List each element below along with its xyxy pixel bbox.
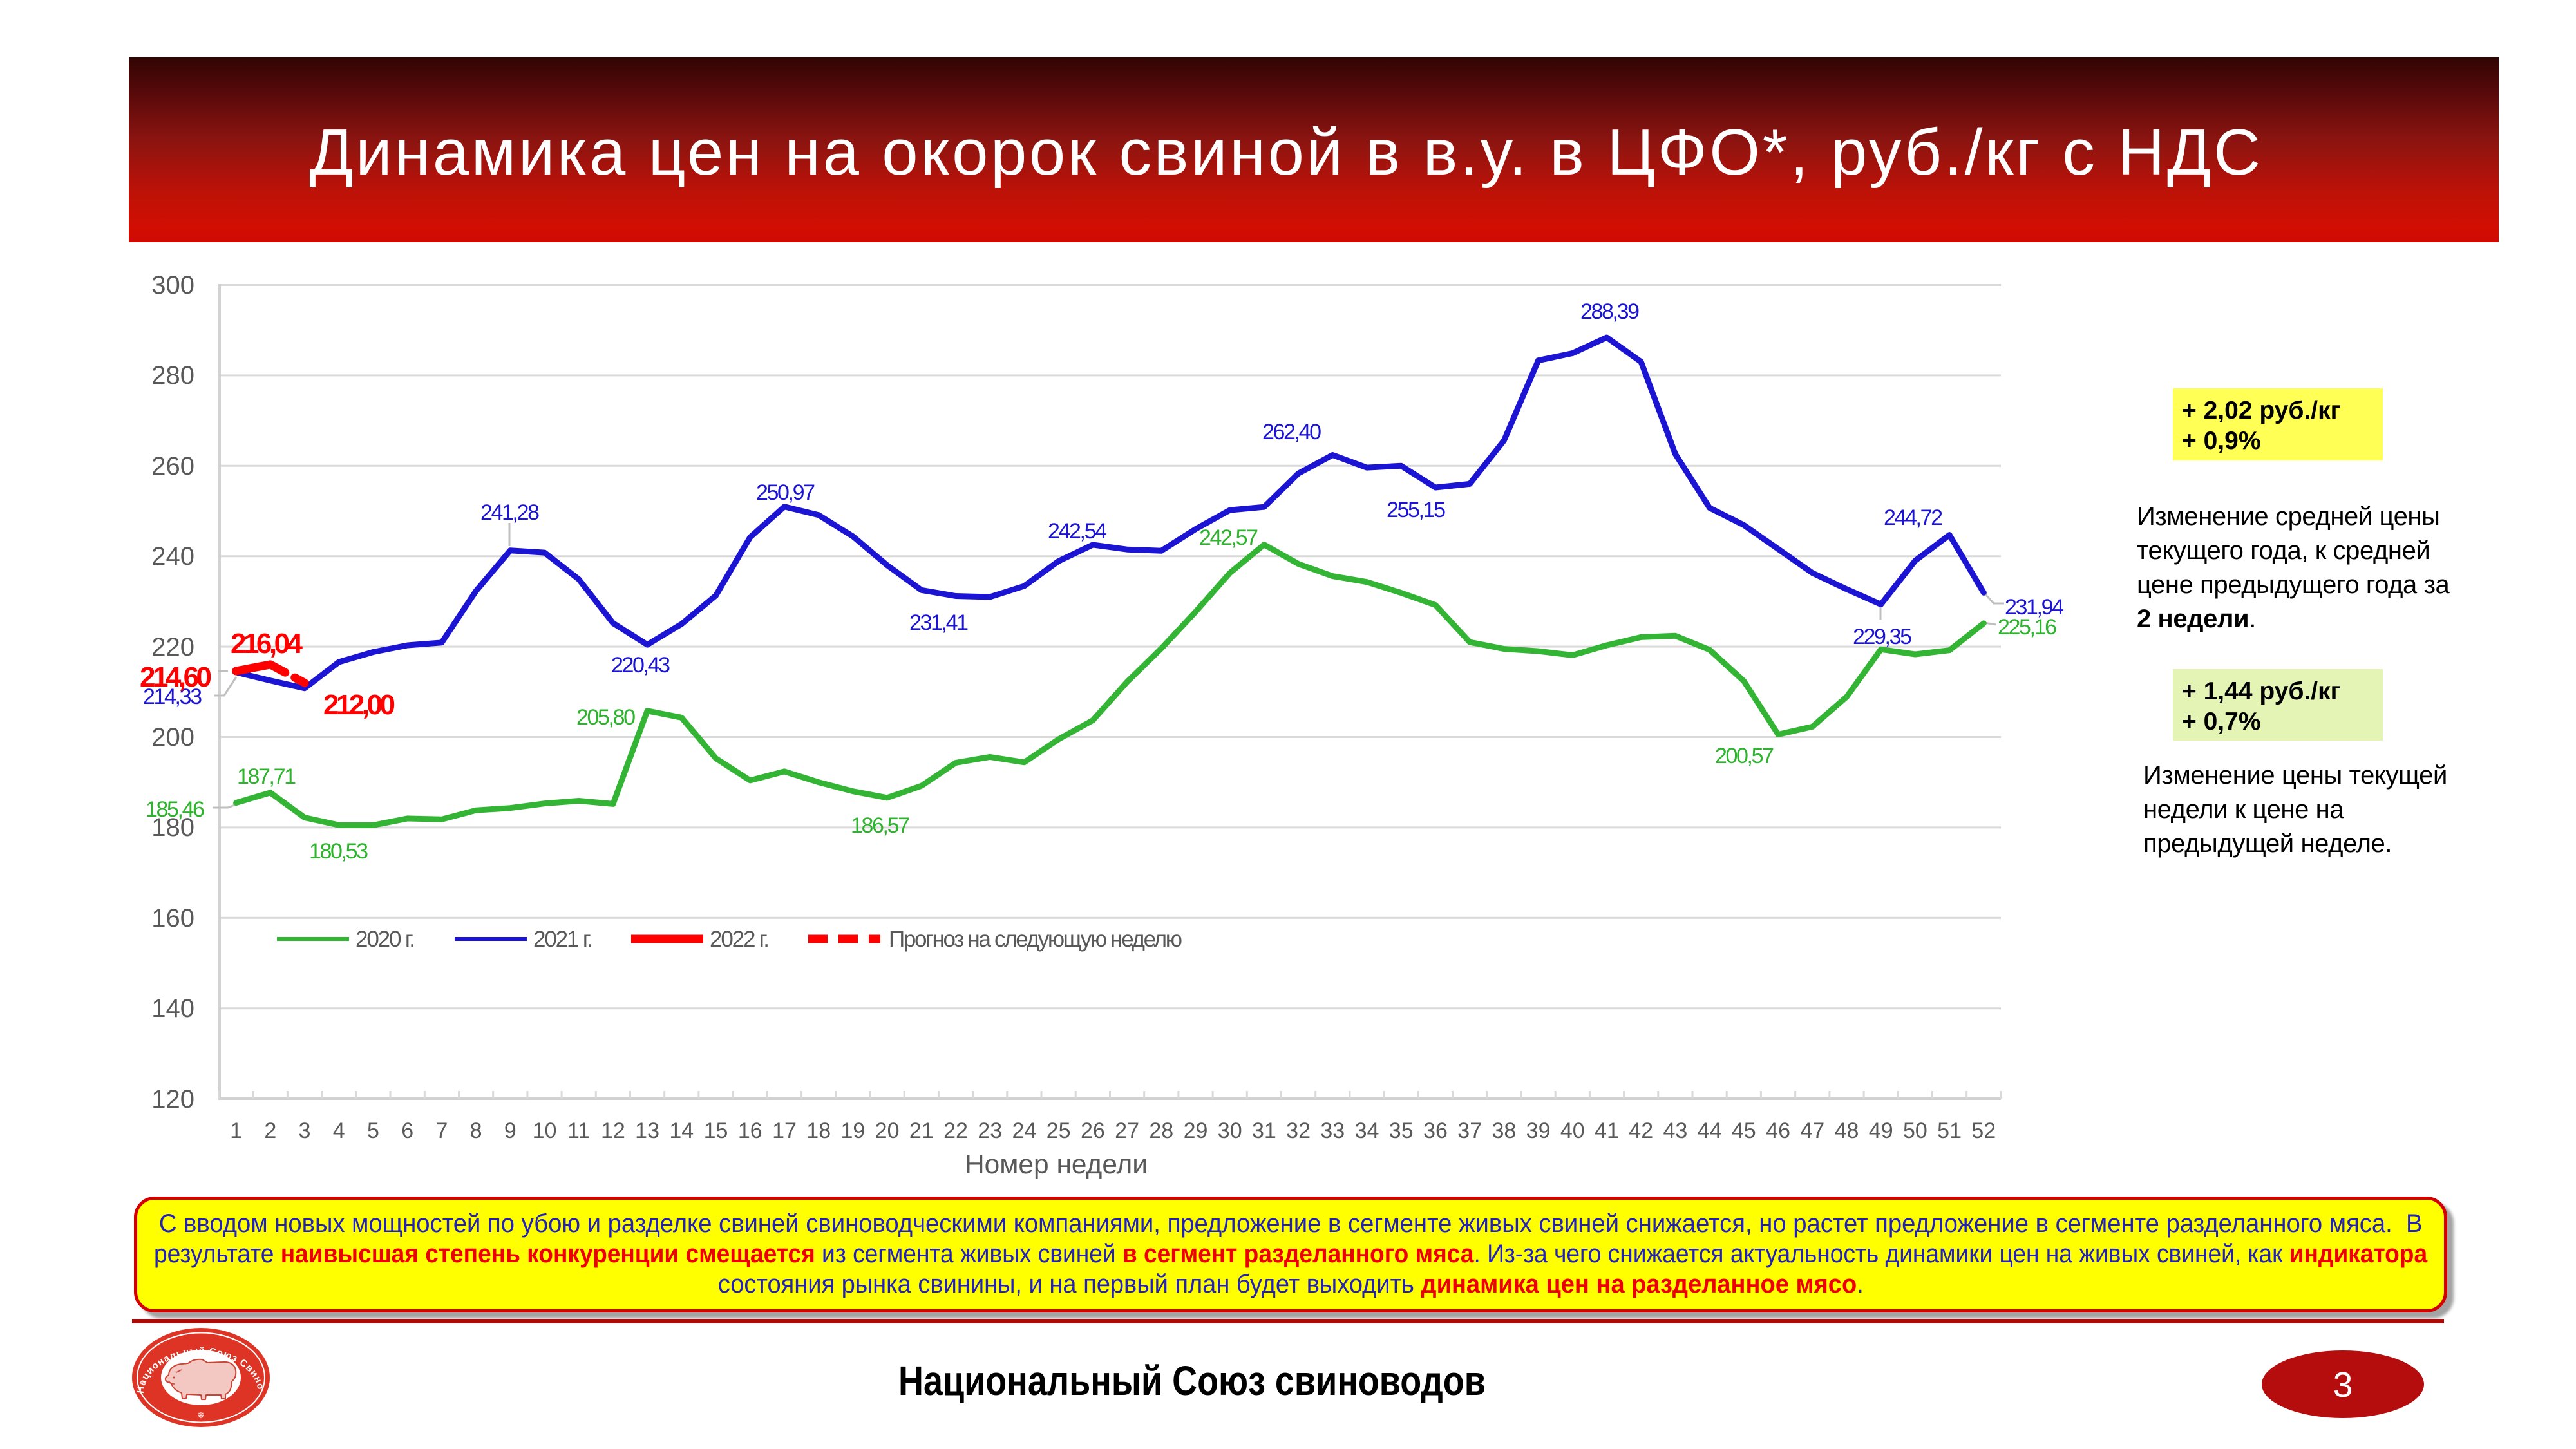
svg-text:22: 22: [943, 1119, 968, 1143]
svg-text:205,80: 205,80: [576, 705, 636, 730]
svg-text:6: 6: [401, 1119, 413, 1143]
svg-text:24: 24: [1012, 1119, 1036, 1143]
svg-text:231,41: 231,41: [909, 611, 969, 635]
svg-text:25: 25: [1046, 1119, 1071, 1143]
svg-text:200: 200: [151, 723, 194, 752]
svg-text:39: 39: [1526, 1119, 1551, 1143]
svg-text:43: 43: [1663, 1119, 1687, 1143]
svg-text:255,15: 255,15: [1387, 498, 1446, 522]
svg-text:11: 11: [567, 1119, 590, 1143]
svg-text:Прогноз на следующую неделю: Прогноз на следующую неделю: [889, 927, 1182, 952]
svg-text:244,72: 244,72: [1884, 506, 1943, 530]
svg-text:19: 19: [840, 1119, 865, 1143]
svg-text:185,46: 185,46: [146, 797, 205, 822]
svg-text:288,39: 288,39: [1580, 299, 1640, 324]
svg-text:28: 28: [1149, 1119, 1173, 1143]
svg-text:18: 18: [806, 1119, 831, 1143]
svg-text:216,04: 216,04: [231, 628, 303, 659]
svg-text:200,57: 200,57: [1715, 744, 1774, 768]
svg-text:47: 47: [1800, 1119, 1824, 1143]
svg-text:50: 50: [1903, 1119, 1927, 1143]
svg-text:41: 41: [1595, 1119, 1619, 1143]
svg-text:42: 42: [1629, 1119, 1653, 1143]
svg-text:34: 34: [1355, 1119, 1379, 1143]
svg-text:21: 21: [909, 1119, 934, 1143]
svg-text:40: 40: [1560, 1119, 1585, 1143]
svg-text:36: 36: [1423, 1119, 1448, 1143]
svg-text:9: 9: [504, 1119, 516, 1143]
svg-text:16: 16: [738, 1119, 762, 1143]
svg-text:180,53: 180,53: [309, 839, 368, 864]
svg-text:29: 29: [1184, 1119, 1208, 1143]
svg-text:10: 10: [533, 1119, 557, 1143]
svg-text:229,35: 229,35: [1853, 625, 1912, 649]
svg-text:38: 38: [1492, 1119, 1516, 1143]
svg-text:20: 20: [875, 1119, 900, 1143]
svg-text:33: 33: [1320, 1119, 1345, 1143]
svg-text:12: 12: [601, 1119, 625, 1143]
svg-text:37: 37: [1457, 1119, 1482, 1143]
svg-text:225,16: 225,16: [1998, 615, 2057, 639]
svg-text:46: 46: [1766, 1119, 1790, 1143]
svg-text:27: 27: [1115, 1119, 1139, 1143]
svg-text:4: 4: [333, 1119, 345, 1143]
svg-text:140: 140: [151, 994, 194, 1023]
svg-text:2022 г.: 2022 г.: [710, 927, 770, 952]
svg-text:260: 260: [151, 452, 194, 480]
svg-text:49: 49: [1869, 1119, 1893, 1143]
svg-text:120: 120: [151, 1085, 194, 1113]
svg-text:2: 2: [264, 1119, 276, 1143]
svg-text:32: 32: [1286, 1119, 1311, 1143]
svg-text:8: 8: [470, 1119, 482, 1143]
svg-text:30: 30: [1218, 1119, 1242, 1143]
svg-text:1: 1: [230, 1119, 242, 1143]
svg-text:300: 300: [151, 271, 194, 299]
svg-text:3: 3: [299, 1119, 311, 1143]
svg-text:214,60: 214,60: [140, 661, 212, 693]
svg-text:35: 35: [1389, 1119, 1414, 1143]
svg-text:220: 220: [151, 633, 194, 661]
svg-text:❊: ❊: [198, 1410, 205, 1420]
svg-text:7: 7: [435, 1119, 448, 1143]
svg-text:241,28: 241,28: [480, 500, 540, 525]
svg-text:220,43: 220,43: [611, 653, 670, 677]
svg-text:187,71: 187,71: [237, 764, 296, 789]
svg-text:186,57: 186,57: [851, 813, 910, 838]
svg-text:13: 13: [635, 1119, 659, 1143]
svg-text:15: 15: [704, 1119, 728, 1143]
svg-text:51: 51: [1937, 1119, 1962, 1143]
svg-text:240: 240: [151, 542, 194, 571]
svg-text:44: 44: [1698, 1119, 1722, 1143]
svg-text:14: 14: [669, 1119, 694, 1143]
svg-text:280: 280: [151, 361, 194, 390]
svg-text:45: 45: [1732, 1119, 1756, 1143]
svg-text:214,33: 214,33: [143, 685, 202, 709]
svg-text:48: 48: [1835, 1119, 1859, 1143]
svg-text:5: 5: [367, 1119, 379, 1143]
svg-text:Номер недели: Номер недели: [965, 1149, 1148, 1179]
svg-text:262,40: 262,40: [1262, 420, 1321, 444]
svg-text:2021 г.: 2021 г.: [533, 927, 593, 952]
svg-text:17: 17: [772, 1119, 797, 1143]
svg-text:52: 52: [1971, 1119, 1996, 1143]
svg-text:31: 31: [1252, 1119, 1276, 1143]
svg-text:26: 26: [1081, 1119, 1105, 1143]
svg-text:250,97: 250,97: [756, 480, 815, 505]
svg-text:180: 180: [151, 813, 194, 842]
svg-text:160: 160: [151, 904, 194, 933]
svg-text:242,54: 242,54: [1048, 519, 1107, 544]
svg-text:242,57: 242,57: [1199, 526, 1258, 550]
svg-text:231,94: 231,94: [2005, 595, 2064, 620]
svg-text:23: 23: [978, 1119, 1002, 1143]
svg-text:212,00: 212,00: [323, 689, 395, 721]
svg-text:2020 г.: 2020 г.: [355, 927, 415, 952]
